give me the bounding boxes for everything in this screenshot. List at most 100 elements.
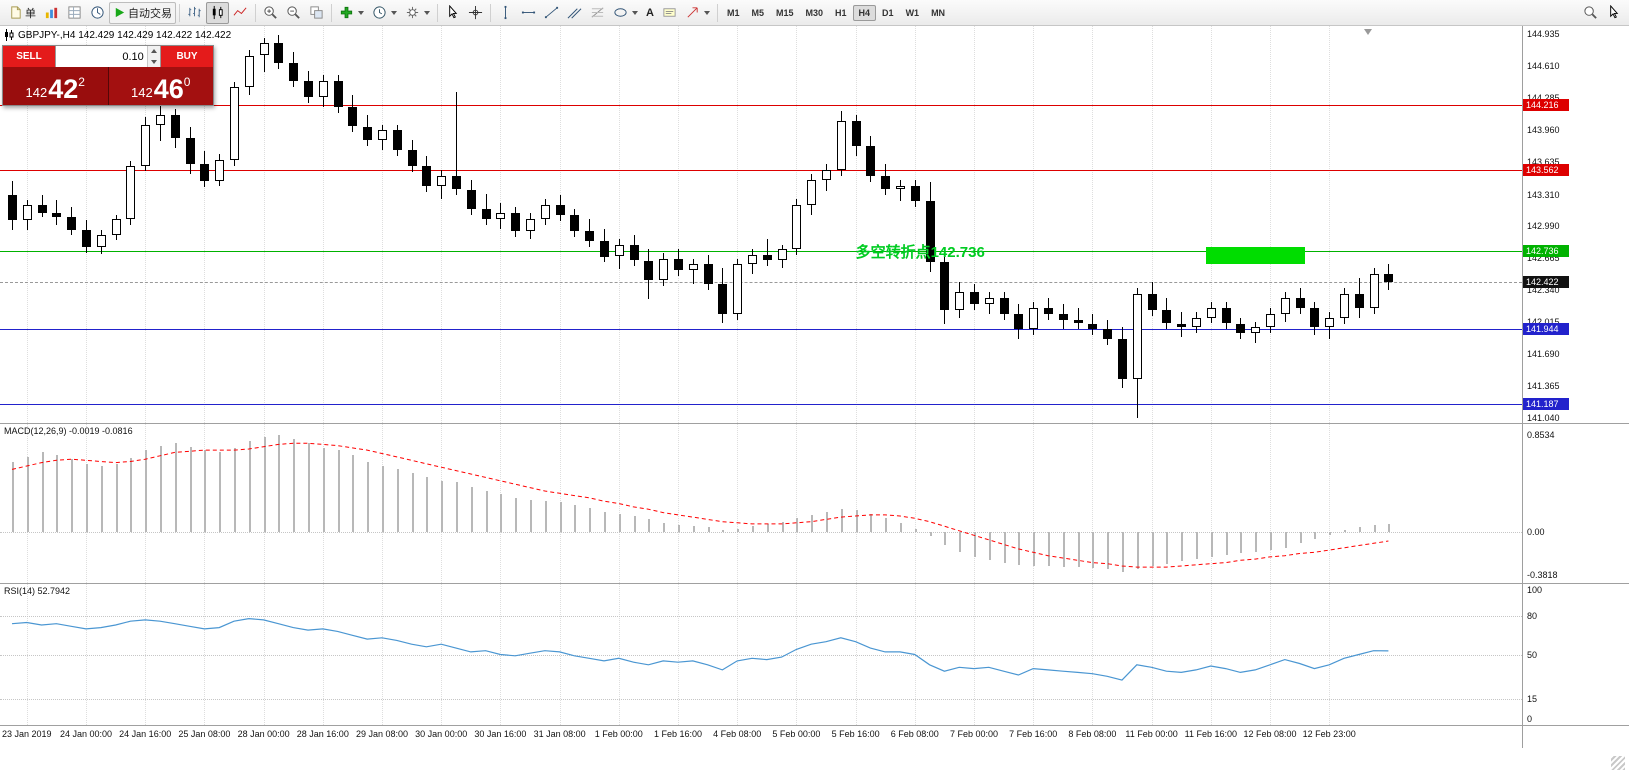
macd-histogram-bar [633,516,636,532]
timeframe-m5[interactable]: M5 [751,7,764,18]
rsi-level-line [0,616,1522,617]
cursor-icon [449,5,458,19]
profiles-icon [45,7,58,19]
resize-grip[interactable] [1611,756,1625,770]
crosshair-button[interactable] [464,2,487,24]
profiles-button[interactable] [40,2,63,24]
rsi-axis-label: 50 [1527,649,1538,660]
zoom-out-button[interactable] [282,2,305,24]
navigator-button[interactable] [86,2,109,24]
toolbar-separator [716,3,718,22]
cursor-button[interactable] [441,2,464,24]
macd-histogram-bar [337,450,340,532]
timeframe-h1[interactable]: H1 [835,7,847,18]
periods-button[interactable] [368,2,401,24]
autotrading-button[interactable]: 自动交易 [109,1,176,24]
text-label-tool-button[interactable] [658,2,681,24]
one-click-trading-panel: SELL BUY 142 42 2 142 46 0 [2,45,214,106]
add-indicator-button[interactable] [335,2,368,24]
macd-histogram-bar [840,509,843,532]
timeframe-m15[interactable]: M15 [775,7,794,18]
gridline [1151,26,1153,725]
rsi-axis-label: 100 [1527,585,1543,596]
macd-histogram-bar [1062,531,1065,568]
timeframe-m30[interactable]: M30 [805,7,824,18]
chart-candles-button[interactable] [206,1,229,24]
highlight-rectangle[interactable] [1205,246,1305,265]
gridline [678,26,679,725]
sell-price-display[interactable]: 142 42 2 [3,67,109,105]
candle [688,264,698,271]
macd-pane-separator[interactable] [0,423,1629,424]
macd-histogram-bar [367,461,370,532]
candle [1236,323,1246,334]
timeframe-mn[interactable]: MN [931,7,946,18]
macd-histogram-bar [71,459,74,532]
time-axis-label: 31 Jan 08:00 [533,729,586,739]
search-button[interactable] [1579,2,1602,24]
bar-chart-icon [188,6,201,18]
macd-histogram-bar [382,466,384,532]
volume-increase-button[interactable] [147,46,160,57]
macd-histogram-bar [1181,531,1184,562]
macd-histogram-bar [130,458,133,532]
rsi-pane-separator[interactable] [0,583,1629,584]
macd-histogram-bar [1092,531,1095,569]
chart-annotation[interactable]: 多空转折点142.736 [855,243,985,261]
horizontal-line-tool-button[interactable] [517,2,540,24]
candle [259,42,269,56]
macd-histogram-bar [322,447,325,532]
chart-bars-button[interactable] [183,2,206,24]
candle [614,244,624,257]
price-level-line[interactable] [0,251,1522,252]
candle-wick [900,179,901,202]
price-level-line[interactable] [0,169,1522,171]
volume-input[interactable] [56,46,147,67]
tile-windows-button[interactable] [305,2,328,24]
macd-histogram-bar [574,504,577,532]
chart-line-button[interactable] [229,2,252,24]
buy-price-display[interactable]: 142 46 0 [108,67,213,105]
macd-histogram-bar [441,480,444,532]
candle-wick [692,258,694,285]
buy-button[interactable]: BUY [161,46,213,67]
time-axis-label: 11 Feb 00:00 [1125,729,1178,739]
gridline [1092,26,1094,725]
timeframe-d1[interactable]: D1 [882,7,894,18]
time-axis-label: 5 Feb 00:00 [772,729,821,739]
volume-decrease-button[interactable] [147,56,160,67]
candle [777,248,787,261]
channel-tool-button[interactable] [563,2,586,24]
text-tool-button[interactable]: A [642,2,658,24]
macd-histogram-bar [648,519,651,532]
fibonacci-tool-button[interactable] [586,2,609,24]
timeframe-h4[interactable]: H4 [852,4,877,21]
templates-button[interactable] [401,2,434,24]
dropdown-caret-icon [632,10,638,15]
price-axis-label: 144.285 [1527,93,1560,103]
price-level-line[interactable] [0,105,1522,107]
shapes-tool-button[interactable] [609,2,642,24]
new-order-button[interactable]: 单 [4,2,40,24]
macd-axis-label: -0.3818 [1527,570,1558,581]
price-axis-label: 143.960 [1527,125,1560,136]
vertical-line-tool-button[interactable] [494,2,517,24]
trendline-tool-button[interactable] [540,2,563,24]
trade-panel-header-row: SELL BUY [3,46,213,67]
macd-histogram-bar [678,525,680,532]
pointer-button[interactable] [1602,2,1625,24]
candle [940,262,950,310]
candle [970,292,979,304]
timeframe-m1[interactable]: M1 [726,7,740,18]
sell-button[interactable]: SELL [3,46,55,67]
timeframe-w1[interactable]: W1 [905,7,920,18]
market-watch-button[interactable] [63,2,86,24]
arrows-tool-button[interactable] [681,2,714,24]
chart-shift-marker-icon[interactable] [1364,29,1372,35]
candle [185,138,195,164]
arrow-tool-icon [687,7,698,18]
zoom-in-button[interactable] [259,2,282,24]
price-level-line[interactable] [0,403,1522,405]
macd-histogram-bar [618,513,621,532]
price-level-line[interactable] [0,329,1522,330]
